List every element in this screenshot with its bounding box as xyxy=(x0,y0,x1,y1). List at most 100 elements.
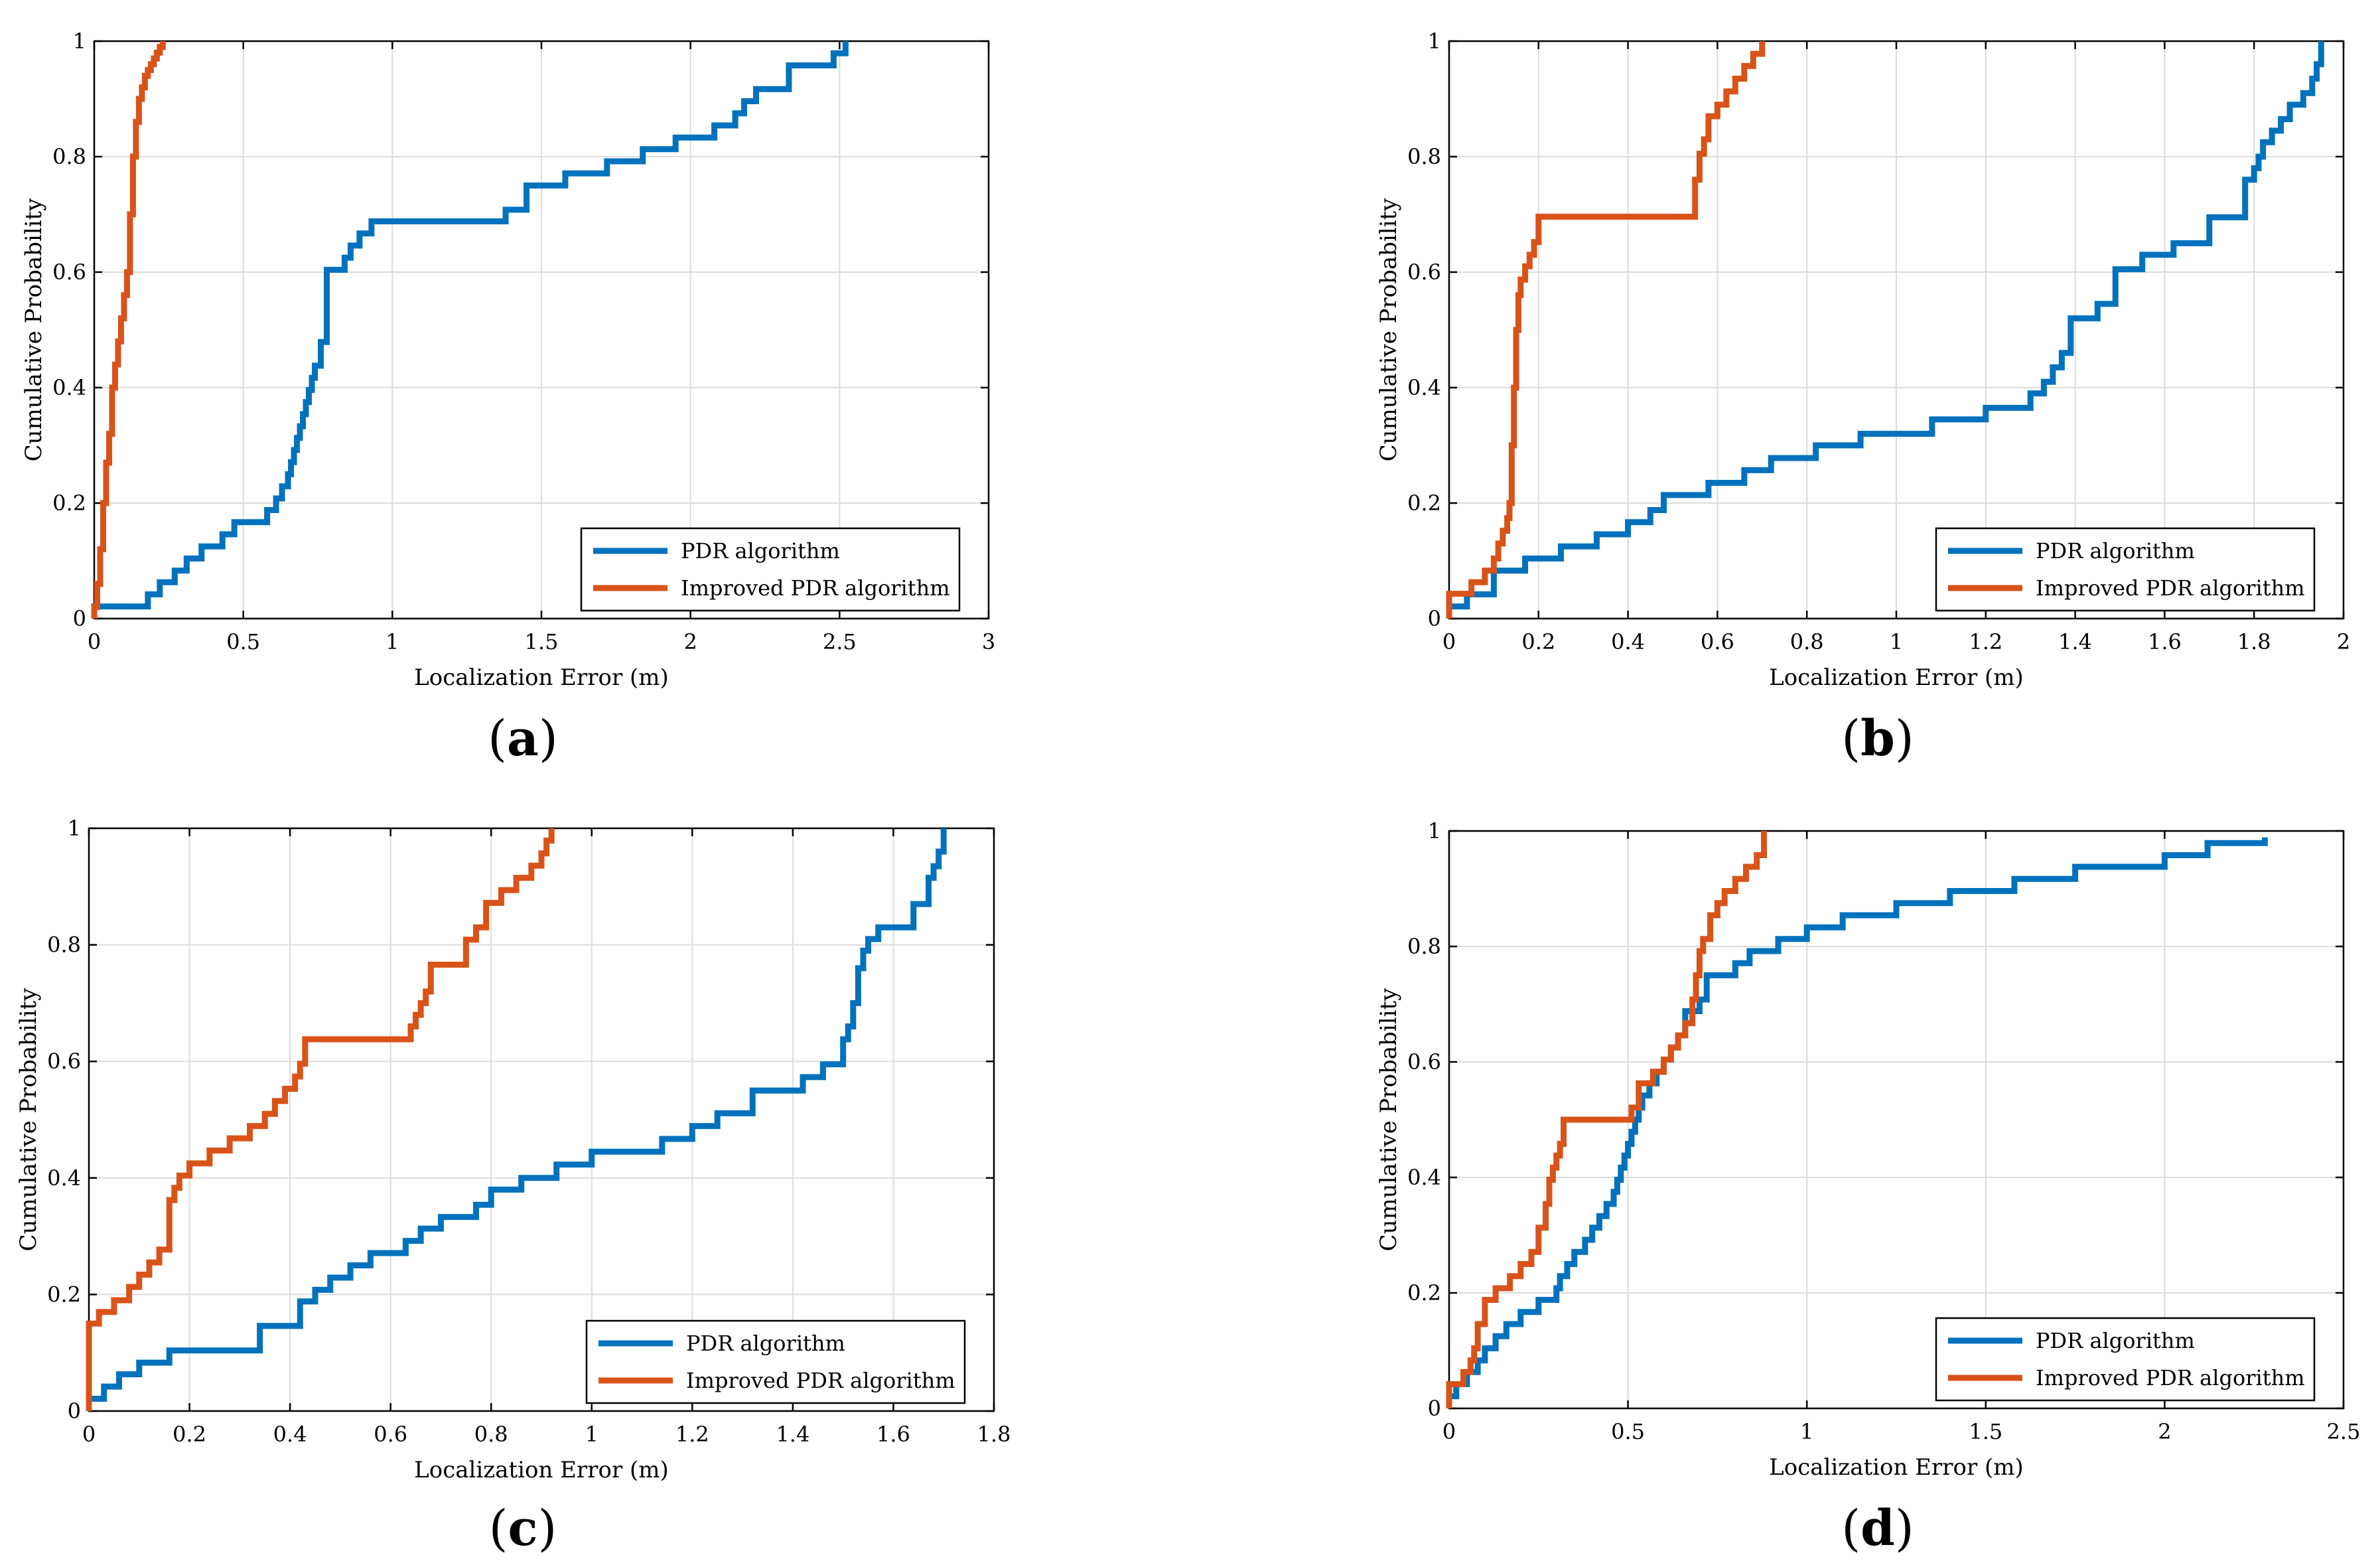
panel-caption-a: (a) xyxy=(488,710,558,767)
x-tick-label: 1.8 xyxy=(977,1422,1011,1447)
x-tick-label: 1.8 xyxy=(2237,629,2271,654)
y-tick-label: 0.8 xyxy=(1407,934,1441,959)
x-tick-label: 0.5 xyxy=(226,629,260,654)
x-tick-label: 1.4 xyxy=(2058,629,2092,654)
x-tick-label: 0.2 xyxy=(1521,629,1555,654)
plot-frame xyxy=(1448,830,2345,1410)
x-tick-label: 1 xyxy=(1800,1419,1813,1444)
x-tick-label: 1 xyxy=(385,629,399,654)
y-tick-label: 0.6 xyxy=(1407,1049,1441,1075)
x-tick-label: 2 xyxy=(2337,629,2350,654)
pdr-series-line xyxy=(86,828,947,1411)
y-tick-label: 0.4 xyxy=(52,375,86,400)
legend: PDR algorithm Improved PDR algorithm xyxy=(585,1319,966,1404)
y-axis-label: Cumulative Probability xyxy=(1375,988,1402,1252)
x-tick-label: 2.5 xyxy=(2327,1419,2361,1444)
x-tick-label: 2 xyxy=(683,629,697,654)
y-tick-label: 0.4 xyxy=(1407,1165,1441,1190)
x-tick-label: 1 xyxy=(585,1422,598,1447)
y-axis-label: Cumulative Probability xyxy=(1375,198,1402,462)
x-tick-label: 0 xyxy=(82,1422,96,1447)
legend-label: PDR algorithm xyxy=(681,538,840,563)
x-tick-label: 0.5 xyxy=(1611,1419,1645,1444)
x-tick-label: 0.2 xyxy=(173,1422,206,1447)
y-tick-label: 0.2 xyxy=(1407,490,1441,516)
x-tick-label: 1.5 xyxy=(525,629,559,654)
y-tick-label: 0 xyxy=(68,1398,81,1424)
y-tick-label: 0.2 xyxy=(1407,1280,1441,1306)
y-tick-label: 0.2 xyxy=(52,490,86,516)
legend-label: PDR algorithm xyxy=(2036,1328,2195,1353)
x-tick-label: 0.8 xyxy=(1790,629,1824,654)
legend: PDR algorithm Improved PDR algorithm xyxy=(580,527,961,612)
x-tick-label: 0.6 xyxy=(374,1422,407,1447)
y-tick-label: 0 xyxy=(1428,606,1441,631)
y-tick-label: 1 xyxy=(1428,818,1441,844)
pdr-series-line xyxy=(1446,837,2268,1408)
x-tick-label: 1.6 xyxy=(2148,629,2182,654)
legend-label: Improved PDR algorithm xyxy=(2036,575,2305,601)
y-tick-label: 0.6 xyxy=(52,260,86,285)
x-tick-label: 0.6 xyxy=(1701,629,1734,654)
legend-box xyxy=(1935,1317,2316,1402)
x-tick-label: 0.4 xyxy=(1611,629,1645,654)
panel-caption-b: (b) xyxy=(1841,710,1914,767)
y-axis-label: Cumulative Probability xyxy=(21,198,47,462)
chart-a: 0 0.5 1 1.5 2 2.5 3 0 0.2 0.4 0.6 0.8 1 Localization … xyxy=(21,29,995,691)
x-tick-label: 0.4 xyxy=(273,1422,307,1447)
legend-box xyxy=(580,527,961,612)
x-axis-label: Localization Error (m) xyxy=(1769,1454,2024,1481)
x-tick-label: 1.5 xyxy=(1969,1419,2002,1444)
y-tick-label: 0 xyxy=(73,606,86,631)
y-tick-label: 0.4 xyxy=(1407,375,1441,400)
y-tick-label: 0.8 xyxy=(52,144,86,169)
legend-label: Improved PDR algorithm xyxy=(686,1368,955,1393)
legend-box xyxy=(1935,527,2316,612)
y-tick-label: 1 xyxy=(1428,29,1441,54)
legend: PDR algorithm Improved PDR algorithm xyxy=(1935,1317,2316,1402)
x-tick-label: 1 xyxy=(1890,629,1903,654)
x-tick-label: 1.2 xyxy=(1969,629,2002,654)
y-tick-label: 0.2 xyxy=(47,1282,81,1307)
y-tick-label: 0.4 xyxy=(47,1165,81,1191)
y-tick-label: 0.6 xyxy=(47,1049,81,1074)
y-tick-label: 1 xyxy=(68,816,81,841)
x-tick-label: 2 xyxy=(2158,1419,2171,1444)
y-tick-label: 0 xyxy=(1428,1396,1441,1421)
y-tick-label: 0.8 xyxy=(1407,144,1441,169)
chart-c: 0 0.2 0.4 0.6 0.8 1 1.2 1.4 1.6 1.8 0 0.2 0.4 0.6 0.8 1… xyxy=(15,816,1011,1483)
legend-label: Improved PDR algorithm xyxy=(2036,1365,2305,1390)
y-axis-label: Cumulative Probability xyxy=(15,988,42,1252)
legend-label: Improved PDR algorithm xyxy=(681,575,950,601)
legend-box xyxy=(585,1319,966,1404)
legend-label: PDR algorithm xyxy=(686,1331,845,1356)
improved-pdr-series-line xyxy=(1446,831,1767,1408)
x-tick-label: 3 xyxy=(982,629,995,654)
x-tick-label: 0.8 xyxy=(474,1422,508,1447)
chart-b: 0 0.2 0.4 0.6 0.8 1 1.2 1.4 1.6 1.8 2 0 0.2 0.4 0.6 0.8… xyxy=(1375,29,2350,691)
y-tick-label: 1 xyxy=(73,29,86,54)
pdr-series-line xyxy=(91,41,849,619)
improved-pdr-series-line xyxy=(1446,41,1766,619)
panel-caption-d: (d) xyxy=(1841,1500,1914,1557)
x-axis-label: Localization Error (m) xyxy=(414,664,669,691)
x-tick-label: 2.5 xyxy=(823,629,857,654)
pdr-series-line xyxy=(1446,41,2324,619)
chart-d: 0 0.5 1 1.5 2 2.5 0 0.2 0.4 0.6 0.8 1 Localization E… xyxy=(1375,818,2360,1481)
legend: PDR algorithm Improved PDR algorithm xyxy=(1935,527,2316,612)
x-tick-label: 1.6 xyxy=(876,1422,910,1447)
x-axis-label: Localization Error (m) xyxy=(1769,664,2024,691)
y-tick-label: 0.8 xyxy=(47,933,81,958)
x-tick-label: 0 xyxy=(1442,629,1456,654)
x-tick-label: 0 xyxy=(88,629,101,654)
legend-label: PDR algorithm xyxy=(2036,538,2195,563)
y-tick-label: 0.6 xyxy=(1407,260,1441,285)
x-tick-label: 1.4 xyxy=(776,1422,809,1447)
improved-pdr-series-line xyxy=(91,41,166,619)
x-tick-label: 0 xyxy=(1442,1419,1456,1444)
x-tick-label: 1.2 xyxy=(675,1422,709,1447)
improved-pdr-series-line xyxy=(86,828,555,1411)
x-axis-label: Localization Error (m) xyxy=(414,1457,669,1483)
panel-caption-c: (c) xyxy=(488,1500,557,1557)
